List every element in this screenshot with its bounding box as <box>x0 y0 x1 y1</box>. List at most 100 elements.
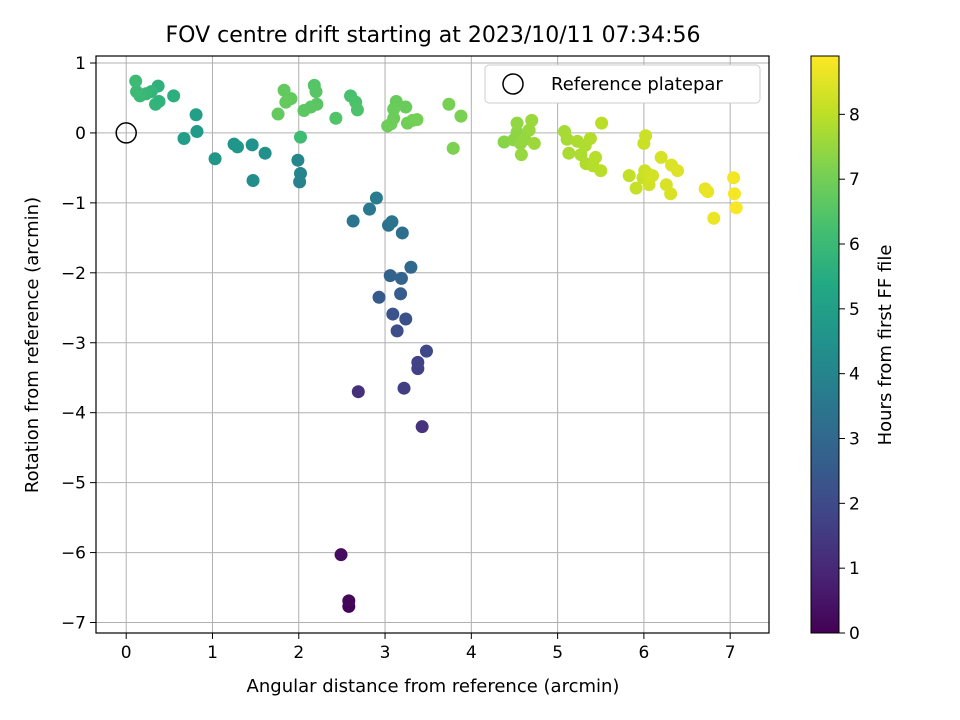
colorbar-tick-label: 5 <box>849 300 860 320</box>
data-point <box>727 171 741 185</box>
y-tick-label: −4 <box>61 404 86 424</box>
data-point <box>394 271 408 285</box>
colorbar-tick-label: 1 <box>849 559 860 579</box>
data-point <box>595 116 609 130</box>
colorbar-tick-label: 3 <box>849 430 860 450</box>
data-point <box>189 108 203 122</box>
data-point <box>399 100 413 114</box>
data-point <box>346 214 360 228</box>
data-point <box>404 260 418 274</box>
y-tick-label: −5 <box>61 474 86 494</box>
data-point <box>291 153 305 167</box>
data-point <box>177 132 191 146</box>
x-axis-ticks: 0 1 2 3 4 5 6 7 <box>121 633 736 663</box>
legend-box <box>484 64 761 104</box>
colorbar-tick-label: 0 <box>849 624 860 644</box>
colorbar-tick-label: 6 <box>849 235 860 255</box>
data-point <box>701 185 715 199</box>
data-point <box>394 287 408 301</box>
x-axis-label: Angular distance from reference (arcmin) <box>247 676 620 697</box>
legend-entry-label: Reference platepar <box>551 74 723 95</box>
y-tick-label: 0 <box>75 124 86 144</box>
data-point <box>594 164 608 178</box>
data-point <box>309 85 323 99</box>
data-point <box>385 215 399 229</box>
data-point <box>589 150 603 164</box>
grid-lines <box>96 56 769 633</box>
data-point <box>514 148 528 162</box>
data-point <box>130 85 144 99</box>
data-point <box>279 95 293 109</box>
data-point <box>622 169 636 183</box>
y-axis-ticks: 1 0 −1 −2 −3 −4 −5 −6 −7 <box>61 54 96 634</box>
data-point <box>654 150 668 164</box>
data-point <box>454 109 468 123</box>
legend: Reference platepar <box>484 64 761 104</box>
data-point <box>329 111 343 125</box>
data-point <box>129 74 143 88</box>
data-point <box>411 355 425 369</box>
data-point <box>246 173 260 187</box>
data-point <box>729 201 743 215</box>
colorbar-label: Hours from first FF file <box>875 245 896 446</box>
data-point <box>583 132 597 146</box>
data-point <box>671 164 685 178</box>
y-tick-label: −6 <box>61 544 86 564</box>
data-point <box>369 191 383 205</box>
y-tick-label: −3 <box>61 334 86 354</box>
data-point <box>297 104 311 118</box>
data-point <box>152 94 166 108</box>
data-point <box>390 324 404 338</box>
x-tick-label: 2 <box>293 643 304 663</box>
data-point <box>245 138 259 152</box>
scatter-points <box>129 74 743 613</box>
data-point <box>372 290 386 304</box>
data-point <box>383 269 397 283</box>
data-point <box>208 152 222 166</box>
data-point <box>707 211 721 225</box>
x-tick-label: 7 <box>725 643 736 663</box>
reference-platepar-marker <box>115 122 137 144</box>
data-point <box>399 312 413 326</box>
data-point <box>167 89 181 103</box>
data-point <box>334 548 348 562</box>
data-point <box>271 107 285 121</box>
data-point <box>525 113 539 127</box>
data-point <box>522 123 536 137</box>
y-tick-label: −1 <box>61 194 86 214</box>
colorbar-tick-label: 7 <box>849 170 860 190</box>
data-point <box>664 187 678 201</box>
data-point <box>363 202 377 216</box>
colorbar-gradient <box>810 55 840 634</box>
x-tick-label: 5 <box>552 643 563 663</box>
y-tick-label: −2 <box>61 264 86 284</box>
data-point <box>258 146 272 160</box>
colorbar-tick-label: 4 <box>849 365 860 385</box>
data-point <box>562 146 576 160</box>
data-point <box>395 226 409 240</box>
data-point <box>293 166 307 180</box>
legend-marker-icon <box>502 73 524 95</box>
data-point <box>415 420 429 434</box>
y-tick-label: 1 <box>75 54 86 74</box>
data-point <box>384 117 398 131</box>
data-point <box>510 116 524 130</box>
x-tick-label: 0 <box>121 643 132 663</box>
data-point <box>231 140 245 154</box>
colorbar-tick-label: 8 <box>849 105 860 125</box>
data-point <box>639 129 653 143</box>
y-tick-label: −7 <box>61 614 86 634</box>
colorbar-ticks: 0 1 2 3 4 5 6 7 8 <box>839 105 860 644</box>
data-point <box>527 136 541 150</box>
x-tick-label: 6 <box>638 643 649 663</box>
data-point <box>446 141 460 155</box>
chart-title: FOV centre drift starting at 2023/10/11 … <box>166 23 701 48</box>
data-point <box>387 102 401 116</box>
data-point <box>293 130 307 144</box>
colorbar: 0 1 2 3 4 5 6 7 8 Hours from first FF file <box>810 55 896 644</box>
x-tick-label: 3 <box>380 643 391 663</box>
data-point <box>190 125 204 139</box>
data-point <box>350 103 364 117</box>
x-tick-label: 1 <box>207 643 218 663</box>
